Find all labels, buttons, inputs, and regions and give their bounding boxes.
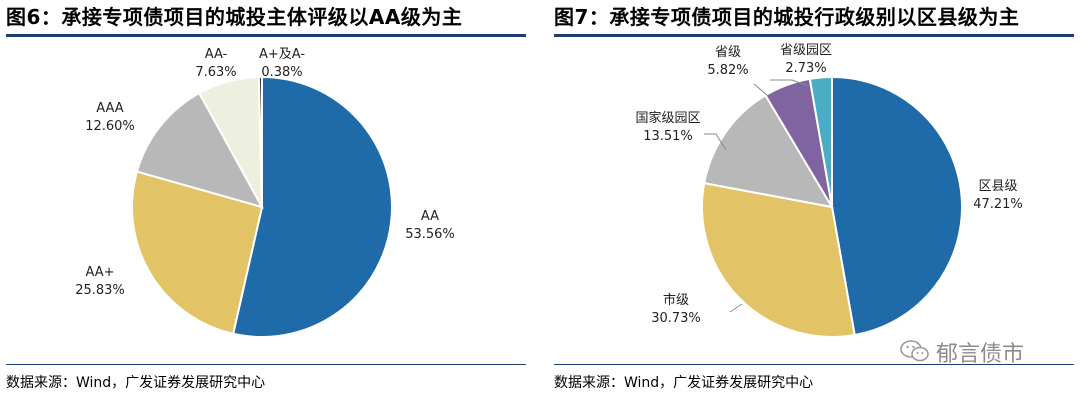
- pie-chart-rating: AA 53.56% AA+ 25.83% AAA 12.60% AA- 7.63% A+及A- 0…: [75, 47, 455, 338]
- title-divider: [6, 34, 526, 37]
- slice-percent-label: 53.56%: [405, 227, 455, 242]
- leader-line: [753, 83, 769, 97]
- pie-slice: [131, 170, 264, 335]
- slice-label: AA+: [85, 265, 114, 280]
- wechat-icon: [900, 340, 929, 362]
- watermark-text: 郁言债市: [936, 342, 1025, 367]
- slice-label: AA: [421, 209, 439, 224]
- slice-percent-label: 25.83%: [75, 283, 125, 298]
- slice-percent-label: 2.73%: [785, 61, 826, 76]
- slice-label: 省级: [715, 45, 741, 60]
- pie-slice: [831, 75, 963, 337]
- chart-panel-right: 图7：承接专项债项目的城投行政级别以区县级为主 区县级 47.21% 市级 30.73…: [554, 0, 1074, 401]
- slice-label: AA-: [205, 47, 228, 62]
- leader-line: [770, 79, 809, 87]
- chart-title: 图6：承接专项债项目的城投主体评级以AA级为主: [6, 5, 463, 29]
- pie-slice: [703, 93, 834, 209]
- leader-line: [729, 303, 743, 313]
- slice-label: 省级园区: [780, 43, 832, 58]
- slice-percent-label: 0.38%: [261, 65, 302, 80]
- source-note: 数据来源：Wind，广发证券发展研究中心: [6, 375, 266, 391]
- chart-title: 图7：承接专项债项目的城投行政级别以区县级为主: [554, 5, 1020, 29]
- slice-percent-label: 13.51%: [643, 129, 693, 144]
- slice-label: 市级: [663, 292, 689, 308]
- slice-percent-label: 12.60%: [85, 119, 135, 134]
- slice-percent-label: 7.63%: [195, 65, 236, 80]
- pie-slice: [808, 75, 833, 208]
- pie-slice: [701, 181, 856, 338]
- pie-chart-admin-level: 区县级 47.21% 市级 30.73% 国家级园区 13.51% 省级 5.82% 省级园区 2…: [635, 43, 1023, 338]
- slice-percent-label: 47.21%: [973, 197, 1023, 212]
- chart-panel-left: 图6：承接专项债项目的城投主体评级以AA级为主 AA 53.56% AA+ 25.83…: [6, 0, 526, 401]
- slice-label: AAA: [96, 101, 124, 116]
- title-divider: [554, 34, 1074, 37]
- source-divider: [6, 364, 526, 365]
- leader-line: [704, 133, 727, 151]
- watermark: 郁言债市: [900, 334, 1060, 368]
- slice-percent-label: 30.73%: [651, 311, 701, 326]
- slice-percent-label: 5.82%: [707, 63, 748, 78]
- pie-slice: [231, 75, 393, 338]
- slice-label: A+及A-: [259, 47, 305, 62]
- pie-slice: [135, 91, 265, 209]
- pie-slice: [257, 75, 263, 208]
- source-note: 数据来源：Wind，广发证券发展研究中心: [554, 375, 814, 391]
- slice-label: 国家级园区: [635, 110, 700, 126]
- slice-label: 区县级: [978, 179, 1017, 194]
- source-divider: [554, 364, 1074, 365]
